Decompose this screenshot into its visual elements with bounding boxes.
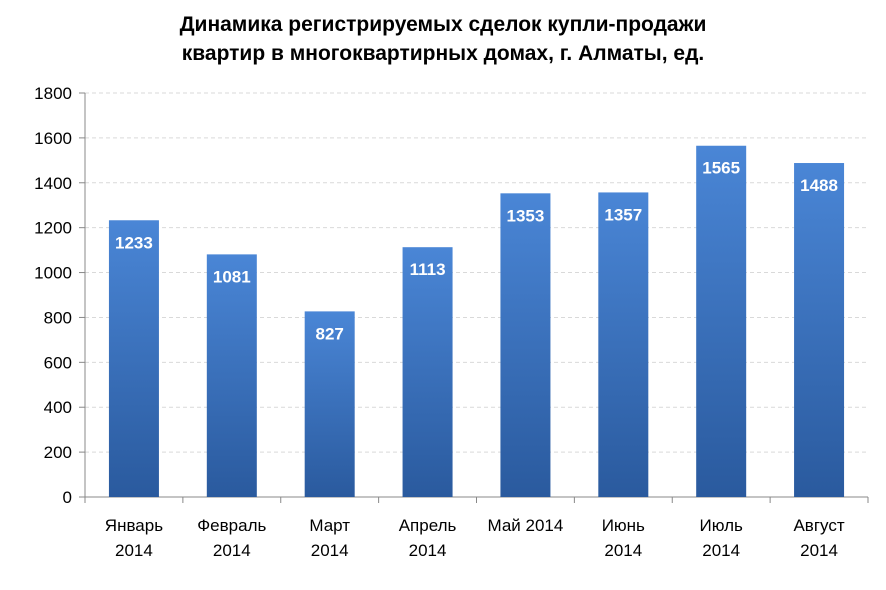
bar xyxy=(500,193,551,497)
data-label: 1233 xyxy=(115,233,153,252)
y-tick-label: 1800 xyxy=(34,84,72,103)
y-tick-label: 1400 xyxy=(34,174,72,193)
y-tick-label: 0 xyxy=(63,488,72,507)
bar xyxy=(402,247,453,497)
bar xyxy=(794,163,845,497)
chart-title-line-2: квартир в многоквартирных домах, г. Алма… xyxy=(181,42,705,65)
data-label: 1081 xyxy=(213,267,251,286)
category-label: Февраль 2014 xyxy=(197,516,266,560)
y-tick-label: 1600 xyxy=(34,129,72,148)
bar xyxy=(108,220,159,497)
category-label: Май 2014 xyxy=(488,516,564,535)
bar xyxy=(598,192,649,497)
bar xyxy=(304,311,355,497)
data-label: 1353 xyxy=(507,206,545,225)
data-label: 1113 xyxy=(410,260,446,279)
chart-title-line-1: Динамика регистрируемых сделок купли-про… xyxy=(179,13,707,36)
y-tick-label: 1000 xyxy=(34,264,72,283)
category-label: Июль 2014 xyxy=(700,516,744,560)
y-tick-label: 200 xyxy=(44,443,72,462)
bar xyxy=(696,145,747,497)
y-tick-label: 1200 xyxy=(34,219,72,238)
y-tick-label: 800 xyxy=(44,308,72,327)
data-label: 1488 xyxy=(800,176,838,195)
category-label: Август 2014 xyxy=(793,516,844,560)
data-label: 1565 xyxy=(702,159,740,178)
category-label: Январь 2014 xyxy=(105,516,163,560)
category-label: Июнь 2014 xyxy=(602,516,645,560)
bar xyxy=(206,254,257,497)
category-label: Апрель 2014 xyxy=(399,516,457,560)
y-tick-label: 600 xyxy=(44,353,72,372)
category-label: Март 2014 xyxy=(309,516,350,560)
y-tick-label: 400 xyxy=(44,398,72,417)
data-label: 827 xyxy=(316,324,344,343)
data-label: 1357 xyxy=(604,205,642,224)
